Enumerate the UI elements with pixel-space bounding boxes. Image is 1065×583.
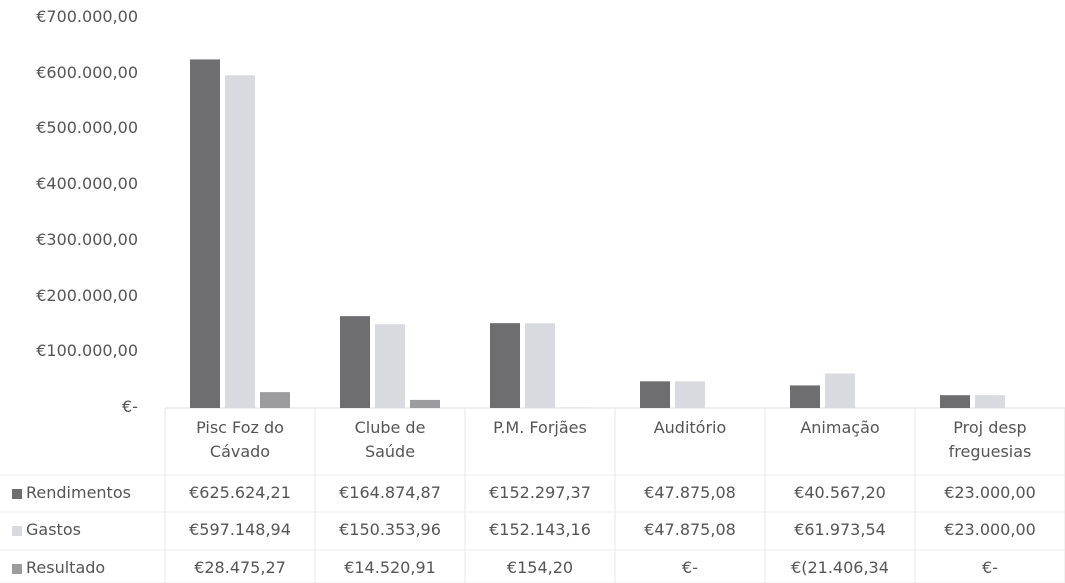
x-tick-label: Animação — [800, 418, 880, 437]
table-value: €- — [982, 558, 998, 577]
bar — [225, 75, 255, 408]
bars — [190, 59, 1005, 408]
table-value: €14.520,91 — [344, 558, 436, 577]
table-value: €152.297,37 — [489, 483, 591, 502]
x-tick-label: Proj desp freguesias — [948, 418, 1032, 461]
bar — [190, 59, 220, 408]
legend-label: Rendimentos — [26, 483, 131, 502]
x-tick-label: P.M. Forjães — [493, 418, 587, 437]
y-tick-label: €700.000,00 — [36, 7, 138, 26]
legend-label: Gastos — [26, 520, 81, 539]
bar — [640, 381, 670, 408]
y-tick-label: €300.000,00 — [36, 229, 138, 249]
table-value: €- — [682, 558, 698, 577]
table-value: €150.353,96 — [339, 520, 441, 539]
bar — [525, 323, 555, 408]
table-value: €40.567,20 — [794, 483, 886, 502]
legend-label: Resultado — [26, 558, 106, 577]
table-value: €164.874,87 — [339, 483, 441, 502]
y-tick-label: €100.000,00 — [36, 341, 138, 361]
table-value: €28.475,27 — [194, 558, 286, 577]
x-tick-label: Auditório — [653, 418, 727, 437]
y-tick-label: €600.000,00 — [36, 62, 138, 82]
bar — [410, 399, 440, 408]
x-tick-label: Pisc Foz do Cávado — [196, 418, 284, 461]
table-value: €61.973,54 — [794, 520, 886, 539]
bar — [375, 324, 405, 408]
table-value: €597.148,94 — [189, 520, 291, 539]
y-tick-label: €- — [122, 397, 138, 416]
table-value: €47.875,08 — [644, 483, 736, 502]
y-tick-label: €500.000,00 — [36, 118, 138, 138]
bar — [260, 392, 290, 408]
table-value: €152.143,16 — [489, 520, 591, 539]
legend-swatch — [12, 526, 22, 536]
table-value: €47.875,08 — [644, 520, 736, 539]
table-value: €23.000,00 — [944, 520, 1036, 539]
table-value: €625.624,21 — [189, 483, 291, 502]
bar — [825, 373, 855, 408]
bar — [490, 323, 520, 408]
bar — [675, 381, 705, 408]
bar — [790, 385, 820, 408]
legend-swatch — [12, 489, 22, 499]
table-value: €154,20 — [506, 558, 574, 577]
y-tick-label: €400.000,00 — [36, 174, 138, 194]
table-value: €(21.406,34 — [791, 558, 889, 577]
y-tick-label: €200.000,00 — [36, 285, 138, 305]
bar — [975, 395, 1005, 408]
bar — [340, 316, 370, 408]
legend-swatch — [12, 564, 22, 574]
bar — [940, 395, 970, 408]
x-tick-label: Clube de Saúde — [354, 418, 426, 461]
table-value: €23.000,00 — [944, 483, 1036, 502]
